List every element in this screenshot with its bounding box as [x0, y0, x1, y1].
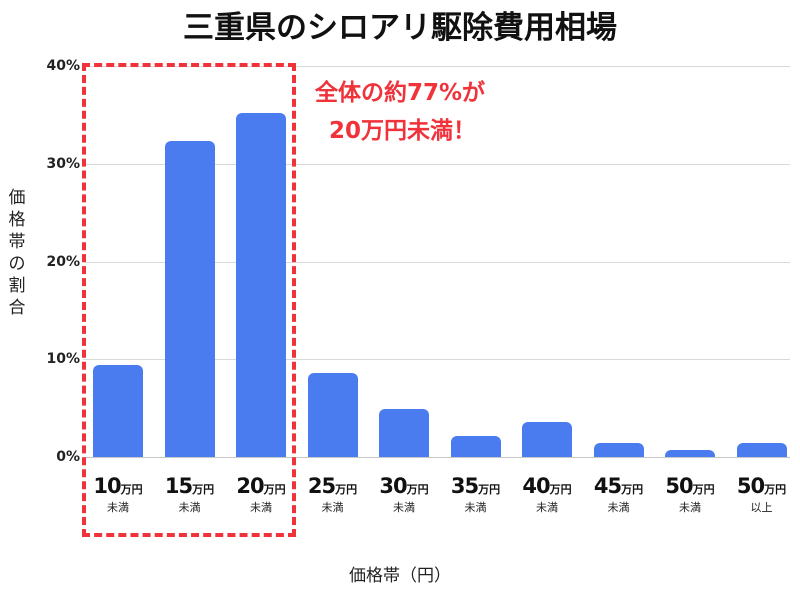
callout-annotation: 全体の約77%が 20万円未満！	[315, 74, 485, 150]
x-tick-label: 30万円未満	[368, 474, 440, 514]
x-tick-number: 45	[593, 474, 622, 498]
x-tick-unit: 万円	[406, 483, 429, 496]
y-tick-0: 0%	[56, 449, 80, 465]
x-tick-unit: 万円	[120, 483, 143, 496]
chart-title: 三重県のシロアリ駆除費用相場	[183, 10, 617, 46]
x-tick-unit: 万円	[549, 483, 572, 496]
x-tick-label: 50万円以上	[726, 474, 798, 514]
bar	[665, 450, 715, 457]
x-tick-label: 40万円未満	[511, 474, 583, 514]
x-tick-label: 15万円未満	[154, 474, 226, 514]
x-tick-qualifier: 未満	[393, 501, 415, 514]
x-tick-unit: 万円	[192, 483, 215, 496]
x-tick-number: 30	[379, 474, 407, 498]
x-tick-qualifier: 未満	[178, 501, 201, 514]
x-tick-number: 50	[736, 474, 765, 498]
x-tick-unit: 万円	[764, 483, 787, 496]
x-tick-label: 10万円未満	[82, 474, 154, 514]
gridline-40	[83, 66, 790, 67]
plot-area	[83, 66, 790, 458]
callout-line-2: 20万円未満！	[329, 118, 477, 144]
x-tick-qualifier: 未満	[464, 501, 487, 514]
x-tick-unit: 万円	[335, 483, 358, 496]
bar	[593, 443, 644, 457]
bar	[736, 443, 787, 457]
x-tick-label: 50万円未満	[654, 474, 726, 514]
bar	[93, 365, 143, 457]
bar	[522, 421, 572, 457]
y-tick-30: 30%	[46, 156, 80, 172]
x-tick-qualifier: 未満	[679, 501, 701, 514]
x-tick-qualifier: 以上	[750, 501, 773, 514]
bar	[236, 112, 286, 457]
x-tick-qualifier: 未満	[536, 501, 558, 514]
x-tick-unit: 万円	[478, 483, 501, 496]
x-tick-label: 20万円未満	[225, 474, 297, 514]
x-tick-qualifier: 未満	[607, 501, 630, 514]
x-tick-number: 15	[164, 474, 193, 498]
gridline-30	[83, 164, 790, 165]
x-tick-label: 35万円未満	[440, 474, 512, 514]
x-tick-number: 50	[665, 474, 693, 498]
x-tick-unit: 万円	[692, 483, 715, 496]
gridline-20	[83, 262, 790, 263]
bar	[307, 372, 358, 457]
highlight-box	[82, 63, 296, 537]
x-tick-qualifier: 未満	[107, 501, 129, 514]
x-tick-number: 10	[93, 474, 121, 498]
y-axis-title: 価格帯の割合	[8, 188, 26, 318]
y-tick-40: 40%	[46, 58, 80, 74]
bar	[379, 409, 429, 457]
x-tick-number: 35	[450, 474, 479, 498]
gridline-10	[83, 359, 790, 360]
x-tick-qualifier: 未満	[321, 501, 344, 514]
x-tick-qualifier: 未満	[250, 501, 272, 514]
callout-line-1: 全体の約77%が	[315, 80, 486, 106]
x-tick-number: 25	[307, 474, 336, 498]
x-tick-unit: 万円	[263, 483, 286, 496]
y-tick-20: 20%	[46, 254, 80, 270]
x-tick-unit: 万円	[621, 483, 644, 496]
bar	[164, 141, 215, 457]
x-tick-number: 20	[236, 474, 264, 498]
baseline	[83, 457, 790, 458]
x-tick-label: 45万円未満	[583, 474, 655, 514]
x-tick-number: 40	[522, 474, 550, 498]
x-axis-title: 価格帯（円）	[349, 566, 451, 586]
bar	[450, 436, 501, 457]
x-tick-label: 25万円未満	[297, 474, 369, 514]
y-tick-10: 10%	[46, 351, 80, 367]
